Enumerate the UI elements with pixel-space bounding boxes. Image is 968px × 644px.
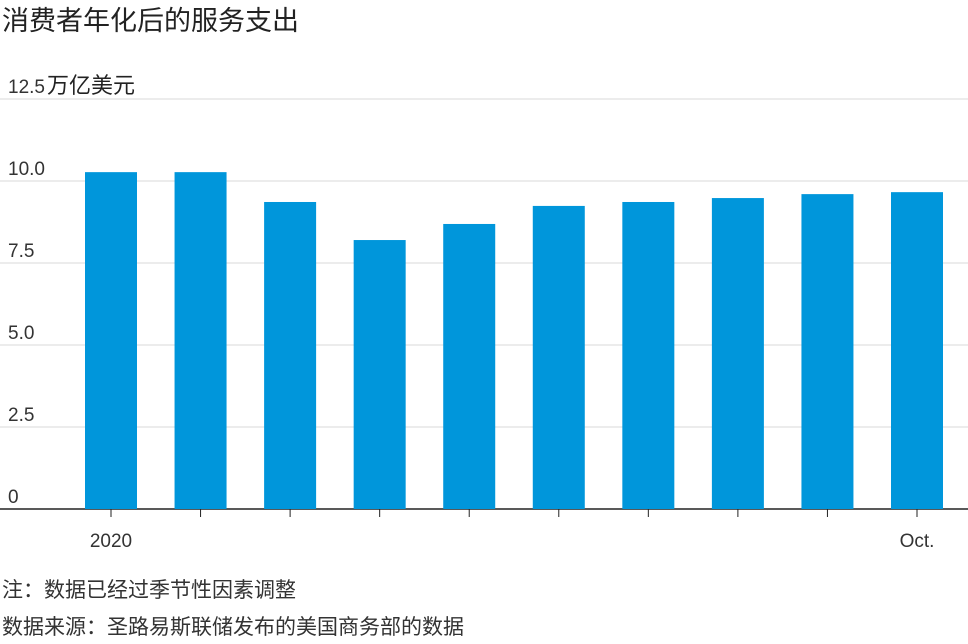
bar xyxy=(622,201,675,509)
x-tick-label: Oct. xyxy=(900,531,935,552)
y-tick-label: 5.0 xyxy=(8,323,34,344)
y-tick-label: 2.5 xyxy=(8,405,34,426)
bar xyxy=(264,201,317,509)
note: 注：数据已经过季节性因素调整 xyxy=(2,578,296,602)
bar xyxy=(801,194,854,509)
y-axis-unit: 万亿美元 xyxy=(47,74,135,99)
y-tick-label: 7.5 xyxy=(8,241,34,262)
x-tick-label: 2020 xyxy=(90,531,132,552)
source-note: 数据来源：圣路易斯联储发布的美国商务部的数据 xyxy=(2,615,464,639)
bar xyxy=(85,172,137,510)
bar xyxy=(174,172,227,510)
chart-title: 消费者年化后的服务支出 xyxy=(2,6,299,37)
bar xyxy=(532,205,585,510)
y-tick-label: 12.5 xyxy=(8,77,45,98)
bar xyxy=(443,223,496,509)
bar xyxy=(353,240,406,510)
y-tick-label: 10.0 xyxy=(8,159,45,180)
bar xyxy=(711,198,764,509)
bar xyxy=(891,192,943,510)
y-tick-label: 0 xyxy=(8,487,19,508)
